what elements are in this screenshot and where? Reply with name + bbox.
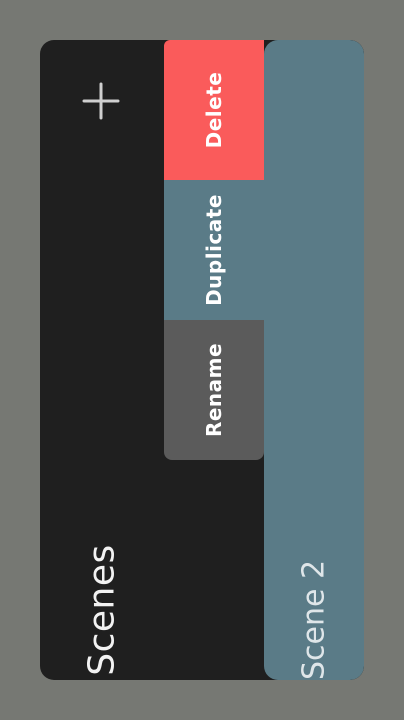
scenes-panel: Scenes Scene 2 Delete Duplicate Rename [40,40,364,680]
plus-icon [82,82,120,120]
scene-name: Scene 2 [296,559,332,680]
delete-label: Delete [202,71,226,149]
rename-button[interactable]: Rename [164,320,264,460]
delete-button[interactable]: Delete [164,40,264,180]
add-scene-button[interactable] [82,82,120,120]
duplicate-label: Duplicate [202,194,226,306]
rename-label: Rename [202,342,226,438]
scene-actions-menu: Delete Duplicate Rename [164,40,264,460]
duplicate-button[interactable]: Duplicate [164,180,264,320]
scene-card[interactable]: Scene 2 [264,40,364,680]
panel-title: Scenes [81,544,123,676]
